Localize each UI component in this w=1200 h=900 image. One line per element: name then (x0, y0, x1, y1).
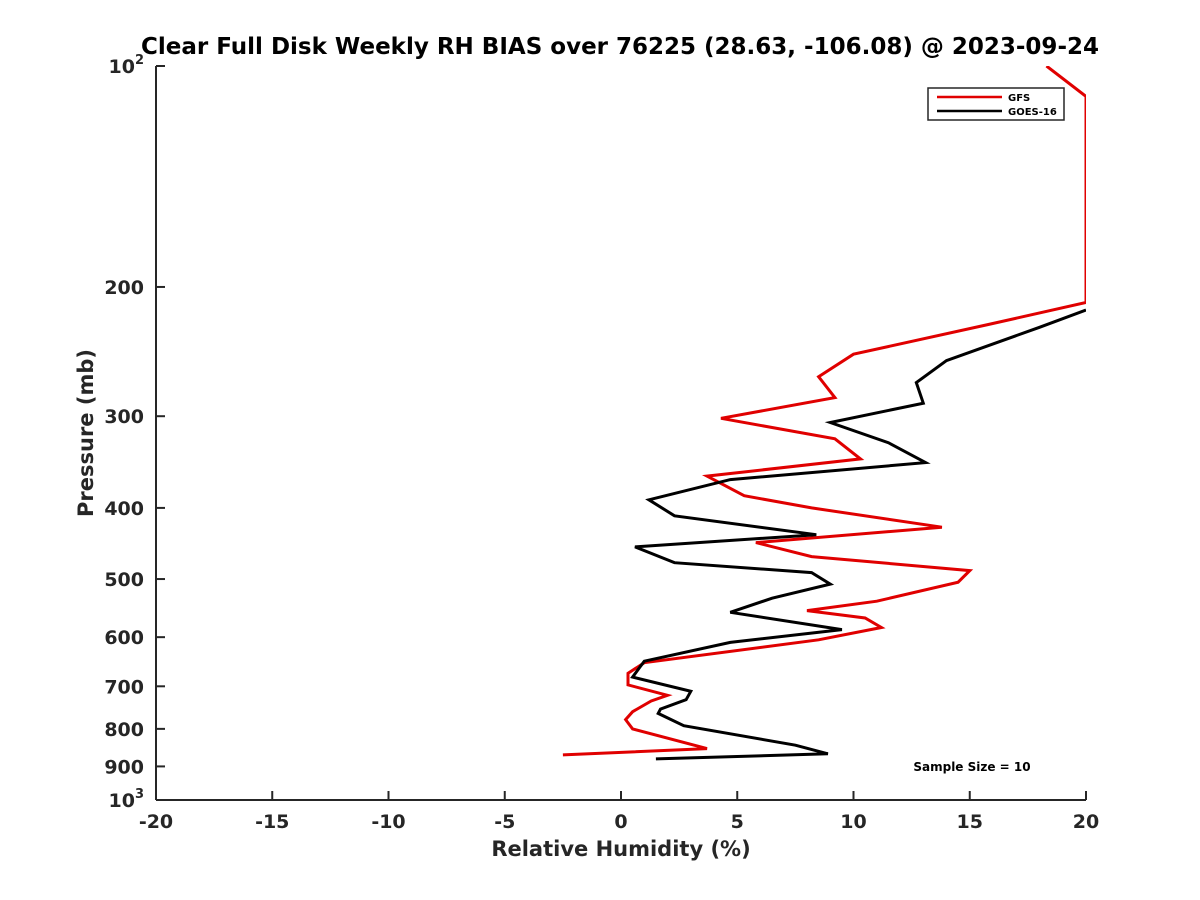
x-tick-label: 5 (731, 811, 744, 833)
series-line-goes16 (630, 308, 1086, 761)
series-line-gfs (562, 66, 1086, 757)
y-tick-label: 500 (104, 569, 144, 591)
legend: GFS GOES-16 (927, 87, 1065, 121)
x-tick-label: -5 (494, 811, 515, 833)
y-tick-label: 200 (104, 277, 144, 299)
y-tick-label: 103 (109, 787, 145, 812)
x-tick-label: 15 (957, 811, 983, 833)
chart-title: Clear Full Disk Weekly RH BIAS over 7622… (141, 34, 1099, 60)
x-tick-label: -20 (139, 811, 173, 833)
x-tick-label: 20 (1073, 811, 1099, 833)
y-tick-label: 600 (104, 627, 144, 649)
y-tick-label: 102 (109, 53, 145, 78)
x-tick-label: -10 (371, 811, 405, 833)
sample-size-annotation: Sample Size = 10 (913, 760, 1030, 774)
y-axis-label: Pressure (mb) (74, 349, 98, 517)
legend-label-gfs: GFS (1008, 93, 1030, 104)
x-tick-label: 0 (614, 811, 627, 833)
x-axis-label: Relative Humidity (%) (491, 837, 750, 861)
x-tick-label: -15 (255, 811, 289, 833)
legend-box (927, 87, 1065, 121)
x-tick-label: 10 (840, 811, 866, 833)
y-tick-label: 800 (104, 719, 144, 741)
y-tick-label: 400 (104, 498, 144, 520)
y-tick-label: 700 (104, 676, 144, 698)
legend-label-goes16: GOES-16 (1008, 107, 1057, 118)
y-tick-label: 300 (104, 406, 144, 428)
y-tick-label: 900 (104, 756, 144, 778)
